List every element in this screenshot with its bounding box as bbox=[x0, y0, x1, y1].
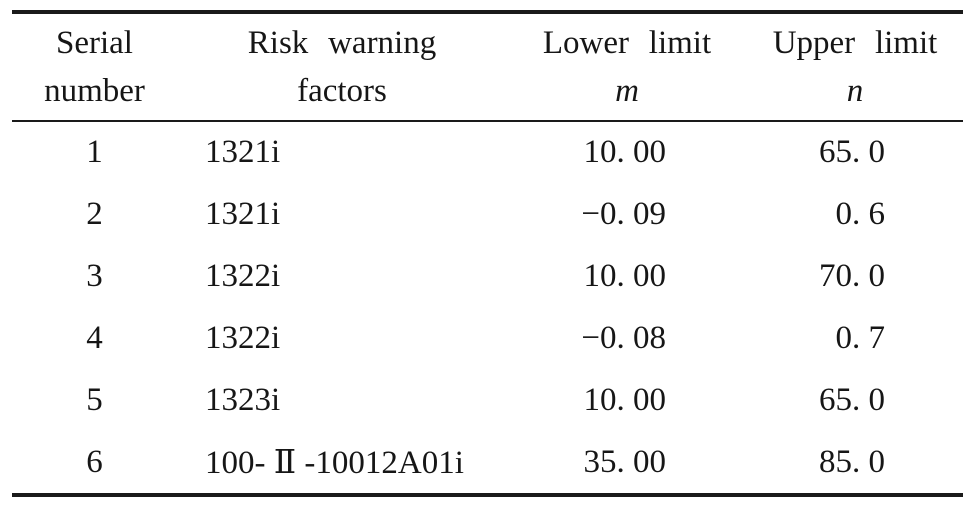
header-serial-line1: Serial bbox=[56, 24, 133, 61]
header-factors-line2: factors bbox=[297, 73, 387, 110]
lower-limit-cell: −0. 08 bbox=[581, 319, 666, 356]
factor-cell: 1321i bbox=[205, 196, 281, 233]
lower-limit-cell: −0. 09 bbox=[581, 196, 666, 233]
factor-cell: 1322i bbox=[205, 258, 281, 295]
header-lower-line1: Lower limit bbox=[542, 24, 712, 61]
header-upper-symbol-n: n bbox=[846, 73, 864, 110]
factor-cell: 1322i bbox=[205, 319, 281, 356]
upper-limit-cell: 70. 0 bbox=[819, 258, 885, 295]
serial-cell: 5 bbox=[86, 381, 103, 418]
header-risk-warning-factors: Risk warning factors bbox=[177, 14, 507, 120]
serial-cell: 2 bbox=[86, 196, 103, 233]
table-body: 1 1321i 10. 00 65. 0 2 1321i −0. 09 0. 6… bbox=[12, 122, 963, 493]
upper-limit-cell: 0. 6 bbox=[835, 196, 886, 233]
header-lower-limit: Lower limit m bbox=[507, 14, 747, 120]
lower-limit-cell: 10. 00 bbox=[583, 381, 667, 418]
upper-limit-cell: 85. 0 bbox=[819, 443, 885, 480]
header-serial-number: Serial number bbox=[12, 14, 177, 120]
header-lower-symbol-m: m bbox=[615, 73, 639, 110]
serial-cell: 1 bbox=[86, 134, 103, 171]
table-row: 5 1323i 10. 00 65. 0 bbox=[12, 369, 963, 431]
serial-cell: 6 bbox=[86, 443, 103, 480]
table-row: 2 1321i −0. 09 0. 6 bbox=[12, 184, 963, 246]
table-row: 1 1321i 10. 00 65. 0 bbox=[12, 122, 963, 184]
upper-limit-cell: 65. 0 bbox=[819, 381, 885, 418]
table-header: Serial number Risk warning factors Lower… bbox=[12, 14, 963, 122]
serial-cell: 4 bbox=[86, 319, 103, 356]
header-upper-limit: Upper limit n bbox=[747, 14, 963, 120]
factor-cell: 1321i bbox=[205, 134, 281, 171]
lower-limit-cell: 35. 00 bbox=[583, 443, 667, 480]
table-row: 6 100- Ⅱ -10012A01i 35. 00 85. 0 bbox=[12, 431, 963, 493]
lower-limit-cell: 10. 00 bbox=[583, 258, 667, 295]
upper-limit-cell: 65. 0 bbox=[819, 134, 885, 171]
header-serial-line2: number bbox=[44, 73, 145, 110]
header-upper-line1: Upper limit bbox=[772, 24, 938, 61]
upper-limit-cell: 0. 7 bbox=[835, 319, 886, 356]
factor-cell: 1323i bbox=[205, 381, 281, 418]
factor-cell: 100- Ⅱ -10012A01i bbox=[205, 445, 464, 482]
table-row: 4 1322i −0. 08 0. 7 bbox=[12, 307, 963, 369]
table-row: 3 1322i 10. 00 70. 0 bbox=[12, 246, 963, 308]
lower-limit-cell: 10. 00 bbox=[583, 134, 667, 171]
serial-cell: 3 bbox=[86, 258, 103, 295]
risk-warning-limits-table: Serial number Risk warning factors Lower… bbox=[12, 10, 963, 497]
header-factors-line1: Risk warning bbox=[247, 24, 437, 61]
